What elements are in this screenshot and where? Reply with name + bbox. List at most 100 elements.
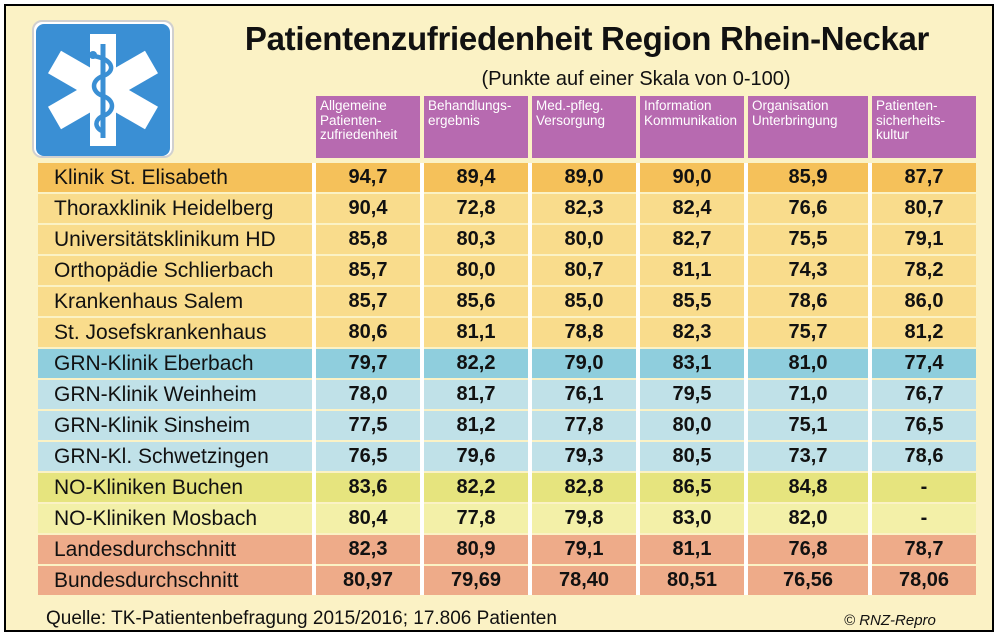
table-cell: 76,56 (782, 569, 834, 591)
table-cell: 82,3 (672, 321, 712, 343)
table-cell: 75,5 (788, 228, 828, 250)
chart-title: Patientenzufriedenheit Region Rhein-Neck… (244, 20, 930, 57)
row-label: Orthopädie Schlierbach (54, 259, 274, 282)
table-cell: 82,8 (564, 476, 604, 498)
table-cell: 81,2 (456, 414, 496, 436)
table-cell: 76,1 (564, 383, 604, 405)
table-cell: 78,2 (904, 259, 944, 281)
column-divider (744, 163, 748, 595)
table-cell: 76,5 (904, 414, 944, 436)
table-cell: 77,4 (904, 352, 944, 374)
table-cell: 78,0 (348, 383, 388, 405)
table-cell: 79,6 (456, 445, 496, 467)
table-row (38, 504, 976, 533)
table-cell: 83,0 (672, 507, 712, 529)
table-cell: 78,6 (904, 445, 944, 467)
table-row (38, 287, 976, 316)
table-cell: 85,7 (348, 290, 388, 312)
table-cell: 80,7 (904, 197, 944, 219)
table-cell: 75,1 (788, 414, 828, 436)
table-cell: 81,7 (456, 383, 496, 405)
chart-subtitle: (Punkte auf einer Skala von 0-100) (481, 68, 791, 90)
table-cell: 86,5 (672, 476, 712, 498)
row-label: Landesdurchschnitt (54, 538, 237, 561)
table-cell: 80,6 (348, 321, 388, 343)
table-cell: 90,0 (672, 166, 712, 188)
row-label: Klinik St. Elisabeth (54, 166, 228, 189)
table-cell: 80,9 (456, 538, 496, 560)
table-cell: 79,3 (564, 445, 604, 467)
star-of-life-icon (32, 20, 174, 158)
table-row (38, 411, 976, 440)
table-cell: 73,7 (788, 445, 828, 467)
table-cell: 85,9 (788, 166, 828, 188)
table-cell: 82,2 (456, 476, 496, 498)
table-cell: 79,1 (564, 538, 604, 560)
table-cell: 72,8 (456, 197, 496, 219)
table-cell: 76,5 (348, 445, 388, 467)
row-label: GRN-Klinik Eberbach (54, 352, 254, 375)
table-cell: 77,8 (456, 507, 496, 529)
table-cell: 79,0 (564, 352, 604, 374)
row-label: Bundesdurchschnitt (54, 569, 239, 592)
table-cell: 78,06 (898, 569, 950, 591)
table-cell: 80,5 (672, 445, 712, 467)
column-divider (636, 163, 640, 595)
table-cell: 80,0 (564, 228, 604, 250)
table-cell: 80,0 (456, 259, 496, 281)
table-cell: 78,40 (558, 569, 610, 591)
table-cell: 78,6 (788, 290, 828, 312)
column-header-6: Patienten- sicherheits- kultur (872, 96, 976, 158)
table-cell: 85,8 (348, 228, 388, 250)
row-label: Thoraxklinik Heidelberg (54, 197, 274, 220)
table-row (38, 349, 976, 378)
table-cell: 89,4 (456, 166, 496, 188)
table-cell: 83,1 (672, 352, 712, 374)
table-cell: 79,5 (672, 383, 712, 405)
column-divider (420, 163, 424, 595)
copyright-note: © RNZ-Repro (844, 612, 936, 629)
table-cell: 94,7 (348, 166, 388, 188)
table-row (38, 194, 976, 223)
table-cell: 79,1 (904, 228, 944, 250)
row-label: GRN-Klinik Weinheim (54, 383, 257, 406)
table-row (38, 473, 976, 502)
table-cell: 83,6 (348, 476, 388, 498)
source-note: Quelle: TK-Patientenbefragung 2015/2016;… (46, 608, 557, 629)
table-cell: 82,0 (788, 507, 828, 529)
table-cell: 81,1 (672, 538, 712, 560)
column-header-5: Organisation Unterbringung (748, 96, 868, 158)
table-cell: 79,8 (564, 507, 604, 529)
table-cell: 89,0 (564, 166, 604, 188)
table-cell: 84,8 (788, 476, 828, 498)
row-label: Universitätsklinikum HD (54, 228, 276, 251)
table-cell: 80,51 (666, 569, 718, 591)
table-cell: 86,0 (904, 290, 944, 312)
table-cell: 80,97 (342, 569, 394, 591)
row-label: NO-Kliniken Mosbach (54, 507, 258, 530)
table-cell: 82,4 (672, 197, 712, 219)
infographic-frame: Patientenzufriedenheit Region Rhein-Neck… (4, 4, 994, 632)
column-divider (528, 163, 532, 595)
table-cell: 82,7 (672, 228, 712, 250)
table-cell: 81,1 (456, 321, 496, 343)
table-row (38, 566, 976, 595)
table-cell: 79,7 (348, 352, 388, 374)
table-row (38, 380, 976, 409)
table-cell: 76,6 (788, 197, 828, 219)
table-cell: 81,0 (788, 352, 828, 374)
row-label: Krankenhaus Salem (54, 290, 244, 313)
column-divider (312, 163, 316, 595)
table-cell: 81,1 (672, 259, 712, 281)
row-label: NO-Kliniken Buchen (54, 476, 244, 499)
table-cell: 76,7 (904, 383, 944, 405)
table-cell: - (920, 507, 928, 529)
table-row (38, 318, 976, 347)
column-divider (868, 163, 872, 595)
table-cell: - (920, 476, 928, 498)
table-cell: 81,2 (904, 321, 944, 343)
table-cell: 85,5 (672, 290, 712, 312)
table-cell: 80,0 (672, 414, 712, 436)
table-row (38, 442, 976, 471)
table-row (38, 256, 976, 285)
